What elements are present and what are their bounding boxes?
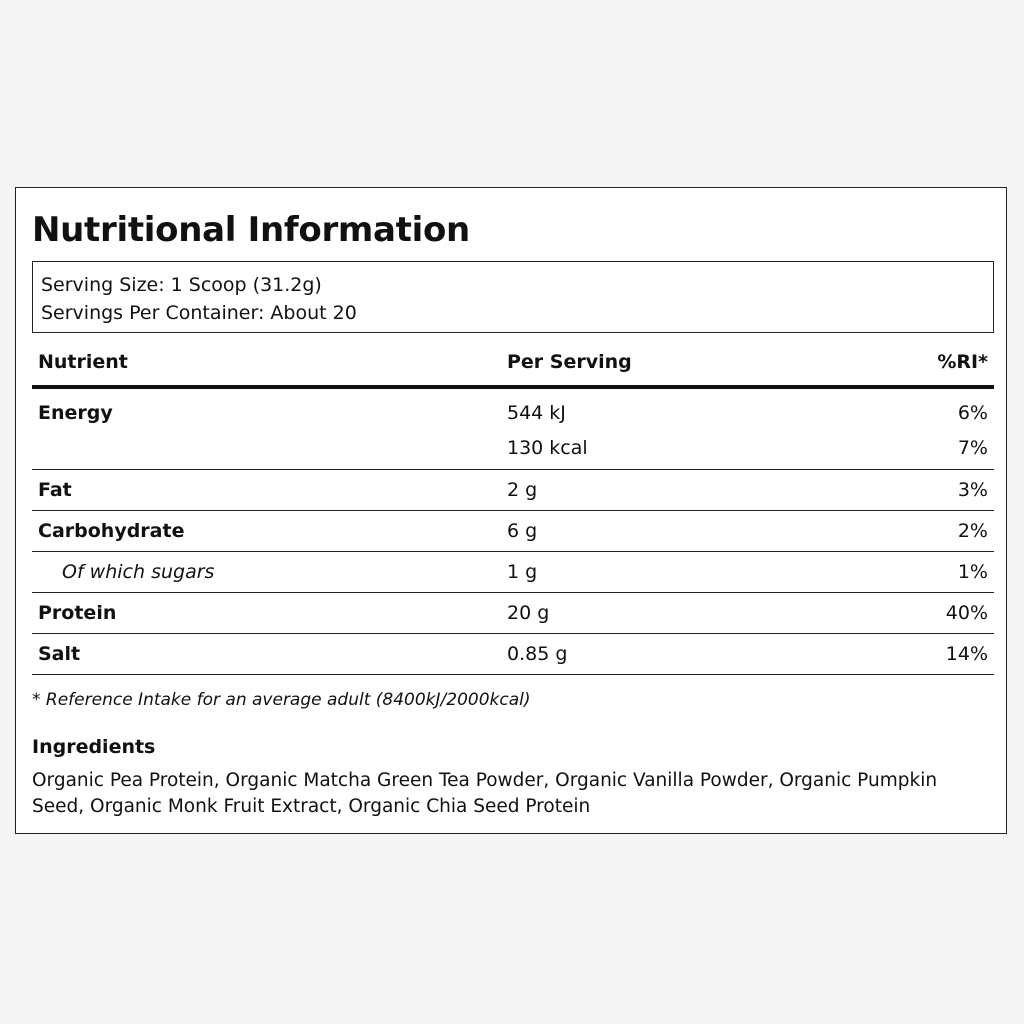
serving-info-box: Serving Size: 1 Scoop (31.2g) Servings P… — [32, 261, 994, 333]
table-row-salt: Salt 0.85 g 14% — [32, 634, 994, 675]
row-per-serving: 0.85 g — [507, 643, 568, 665]
row-ri: 14% — [945, 643, 988, 665]
header-ri: %RI* — [937, 350, 988, 373]
reference-intake-footnote: * Reference Intake for an average adult … — [32, 690, 531, 710]
row-ri: 2% — [957, 520, 988, 542]
row-per-serving: 2 g — [507, 479, 538, 501]
row-per-serving: 544 kJ — [507, 402, 566, 424]
row-ri: 3% — [957, 479, 988, 501]
row-nutrient: Carbohydrate — [38, 520, 185, 542]
table-row-protein: Protein 20 g 40% — [32, 593, 994, 634]
table-row-carbohydrate: Carbohydrate 6 g 2% — [32, 511, 994, 552]
header-per-serving: Per Serving — [507, 350, 632, 373]
table-header-row: Nutrient Per Serving %RI* — [32, 338, 994, 389]
row-nutrient: Fat — [38, 479, 72, 501]
row-per-serving: 6 g — [507, 520, 538, 542]
row-ri: 1% — [957, 561, 988, 583]
row-ri: 40% — [945, 602, 988, 624]
ingredients-list: Organic Pea Protein, Organic Matcha Gree… — [32, 770, 938, 817]
row-nutrient: Protein — [38, 602, 117, 624]
row-ri: 7% — [957, 436, 988, 459]
nutrition-table: Nutrient Per Serving %RI* Energy 544 kJ … — [32, 338, 994, 675]
row-nutrient: Energy — [38, 402, 113, 424]
row-nutrient: Of which sugars — [62, 561, 215, 583]
servings-per-container: Servings Per Container: About 20 — [41, 302, 357, 324]
nutrition-label: Nutritional Information Serving Size: 1 … — [15, 187, 1007, 834]
row-per-serving: 1 g — [507, 561, 538, 583]
header-nutrient: Nutrient — [38, 350, 128, 373]
row-nutrient: Salt — [38, 643, 81, 665]
table-row-sugars: Of which sugars 1 g 1% — [32, 552, 994, 593]
table-row-fat: Fat 2 g 3% — [32, 470, 994, 511]
ingredients-heading: Ingredients — [32, 736, 156, 758]
row-per-serving: 20 g — [507, 602, 550, 624]
row-ri: 6% — [957, 402, 988, 424]
row-per-serving: 130 kcal — [507, 436, 588, 459]
table-row-energy-kcal: 130 kcal 7% — [32, 426, 994, 470]
label-title: Nutritional Information — [32, 210, 470, 250]
table-row-energy-kj: Energy 544 kJ 6% — [32, 389, 994, 426]
serving-size: Serving Size: 1 Scoop (31.2g) — [41, 274, 322, 296]
